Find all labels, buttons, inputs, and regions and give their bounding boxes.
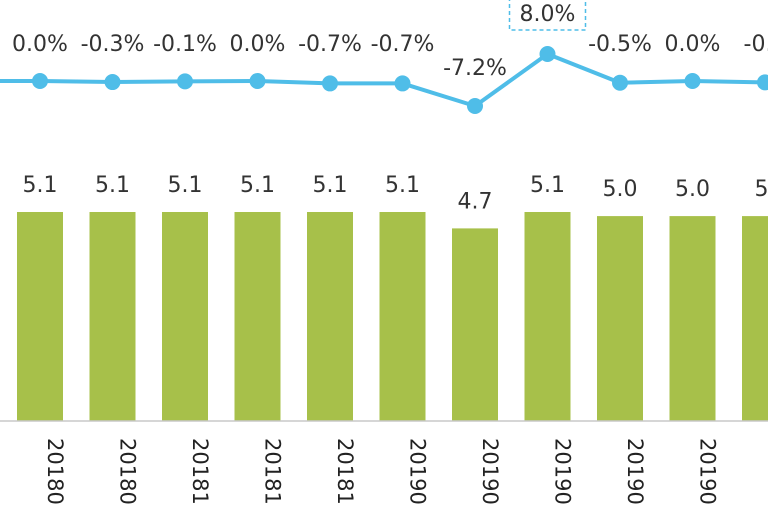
line-point <box>322 75 338 92</box>
bar-value-label: 5.1 <box>23 173 58 198</box>
bar-value-label: 4.7 <box>458 189 493 214</box>
line-value-label: -0.5% <box>588 32 652 57</box>
x-tick-label: 20181 <box>333 438 357 505</box>
bar-value-label: 5.0 <box>675 177 710 202</box>
x-tick-label: 20190 <box>406 438 430 505</box>
x-tick-label: 20180 <box>116 438 140 505</box>
line-value-label: 0.0% <box>230 32 286 57</box>
bar-value-label: 5.0 <box>603 177 638 202</box>
bar-value-label: 5.1 <box>385 173 420 198</box>
x-tick-label: 20180 <box>43 438 67 505</box>
line-point <box>467 98 483 114</box>
x-tick-label: 20190 <box>551 438 575 505</box>
x-tick-label: 20190 <box>696 438 720 505</box>
bar-value-labels: 5.1 5.1 5.1 5.1 5.1 5.1 4.7 5.1 5.0 5.0 5. <box>23 173 768 214</box>
bar <box>307 212 353 421</box>
line-value-label: 0.0% <box>665 32 721 57</box>
bar <box>234 212 281 421</box>
bar-value-label: 5.1 <box>313 173 348 198</box>
line-value-label: -0.4 <box>744 32 768 57</box>
line-value-label: -0.7% <box>371 32 435 57</box>
x-tick-label: 20190 <box>623 438 647 505</box>
x-tick-labels: 20180 20180 20181 20181 20181 20190 20190 20190… <box>43 438 720 505</box>
line-point <box>249 73 266 89</box>
bar <box>742 216 768 421</box>
line-point <box>612 74 628 91</box>
line-point <box>539 46 556 62</box>
bar-value-label: 5.1 <box>530 173 565 198</box>
line-value-labels: 0.0% -0.3% -0.1% 0.0% -0.7% -0.7% -7.2% 8.0% -0.… <box>12 0 768 81</box>
line-point <box>757 74 768 91</box>
highlight-box <box>508 0 587 31</box>
line-point <box>177 73 193 90</box>
line-point <box>394 75 411 92</box>
line-series <box>0 46 768 114</box>
bar <box>524 212 571 421</box>
line-value-label: 0.0% <box>12 32 68 57</box>
bar <box>17 212 63 421</box>
bar <box>597 216 643 421</box>
line-value-label: -7.2% <box>443 56 507 81</box>
bar-value-label: 5. <box>755 177 768 202</box>
bar-series <box>17 212 768 421</box>
bar <box>669 216 716 421</box>
bar-value-label: 5.1 <box>168 173 203 198</box>
line-value-label: -0.3% <box>81 32 145 57</box>
bar <box>89 212 136 421</box>
line-point <box>32 73 48 89</box>
x-tick-label: 20181 <box>188 438 212 505</box>
line-value-label: 8.0% <box>520 2 576 27</box>
x-tick-label: 20190 <box>478 438 502 505</box>
line-point <box>684 73 701 89</box>
x-tick-label: 20181 <box>261 438 285 505</box>
line-point <box>104 74 121 91</box>
line-value-label: -0.7% <box>298 32 362 57</box>
bar-value-label: 5.1 <box>240 173 275 198</box>
bar <box>379 212 426 421</box>
line-value-label: -0.1% <box>153 32 217 57</box>
bar <box>162 212 208 421</box>
bar-value-label: 5.1 <box>95 173 130 198</box>
bar <box>452 228 498 421</box>
